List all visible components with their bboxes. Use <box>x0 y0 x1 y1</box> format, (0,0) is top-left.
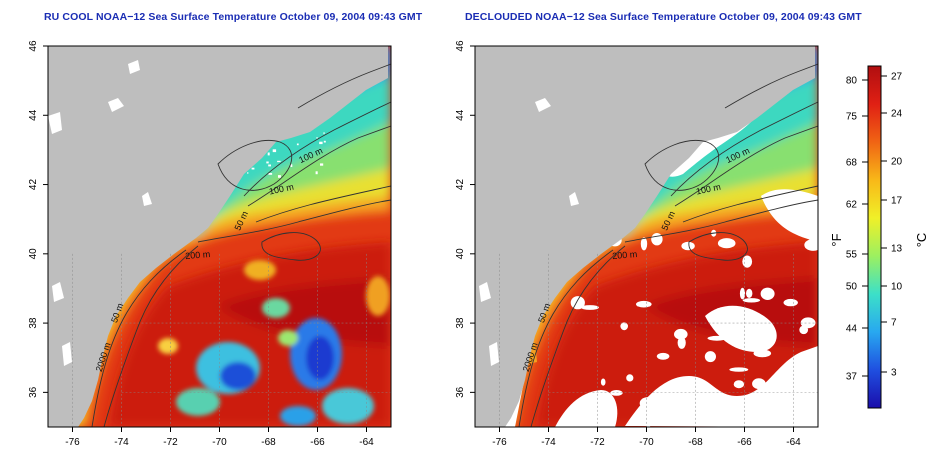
x-tick-label: -64 <box>359 437 374 448</box>
colorbar-f-tick: 75 <box>846 112 858 123</box>
colorbar-c-tick: 17 <box>891 196 903 207</box>
land-mask <box>475 46 815 427</box>
colorbar-f-tick: 44 <box>846 324 858 335</box>
colorbar-c-tick: 3 <box>891 368 897 379</box>
right-map-title: DECLOUDED NOAA−12 Sea Surface Temperatur… <box>465 11 862 23</box>
y-tick-label: 42 <box>28 179 39 191</box>
x-tick-label: -74 <box>114 437 129 448</box>
x-tick-label: -72 <box>590 437 605 448</box>
colorbar-f-tick: 50 <box>846 282 858 293</box>
x-tick-label: -64 <box>786 437 801 448</box>
colorbar-c-tick: 27 <box>891 72 903 83</box>
land-mask <box>48 46 388 427</box>
colorbar-c-tick: 13 <box>891 244 903 255</box>
colorbar-celsius-label: °C <box>914 233 929 248</box>
y-tick-label: 46 <box>28 40 39 52</box>
bathymetry-contours <box>91 63 391 427</box>
x-tick-label: -72 <box>163 437 178 448</box>
colorbar-c-tick: 10 <box>891 282 903 293</box>
y-tick-label: 38 <box>455 317 466 329</box>
temperature-colorbar: 80 75 68 62 55 50 44 37 27 24 20 17 13 10 7 3 °F °C <box>829 65 929 409</box>
colorbar-f-tick: 55 <box>846 250 858 261</box>
x-tick-label: -76 <box>492 437 507 448</box>
colorbar-c-tick: 20 <box>891 157 903 168</box>
x-tick-label: -74 <box>541 437 556 448</box>
bathymetry-contours <box>518 63 818 427</box>
colorbar-f-tick: 68 <box>846 158 858 169</box>
colorbar-c-tick: 24 <box>891 109 903 120</box>
x-tick-label: -70 <box>639 437 654 448</box>
y-tick-label: 40 <box>28 248 39 260</box>
x-tick-label: -68 <box>261 437 276 448</box>
colorbar-f-tick: 80 <box>846 76 858 87</box>
x-tick-label: -66 <box>737 437 752 448</box>
colorbar-fahrenheit-label: °F <box>829 233 844 246</box>
left-map-title: RU COOL NOAA−12 Sea Surface Temperature … <box>44 11 423 23</box>
colorbar-f-tick: 37 <box>846 372 858 383</box>
y-tick-label: 44 <box>28 109 39 121</box>
x-tick-label: -76 <box>65 437 80 448</box>
x-tick-label: -68 <box>688 437 703 448</box>
y-tick-label: 40 <box>455 248 466 260</box>
x-tick-label: -70 <box>212 437 227 448</box>
y-tick-label: 44 <box>455 109 466 121</box>
x-tick-label: -66 <box>310 437 325 448</box>
y-tick-label: 38 <box>28 317 39 329</box>
y-tick-label: 46 <box>455 40 466 52</box>
colorbar-gradient <box>867 65 882 409</box>
y-tick-label: 42 <box>455 179 466 191</box>
colorbar-f-tick: 62 <box>846 200 858 211</box>
contour-label: 200 m <box>185 249 211 261</box>
contour-label: 200 m <box>612 249 638 261</box>
y-tick-label: 36 <box>28 386 39 398</box>
y-tick-label: 36 <box>455 386 466 398</box>
colorbar-c-tick: 7 <box>891 318 897 329</box>
